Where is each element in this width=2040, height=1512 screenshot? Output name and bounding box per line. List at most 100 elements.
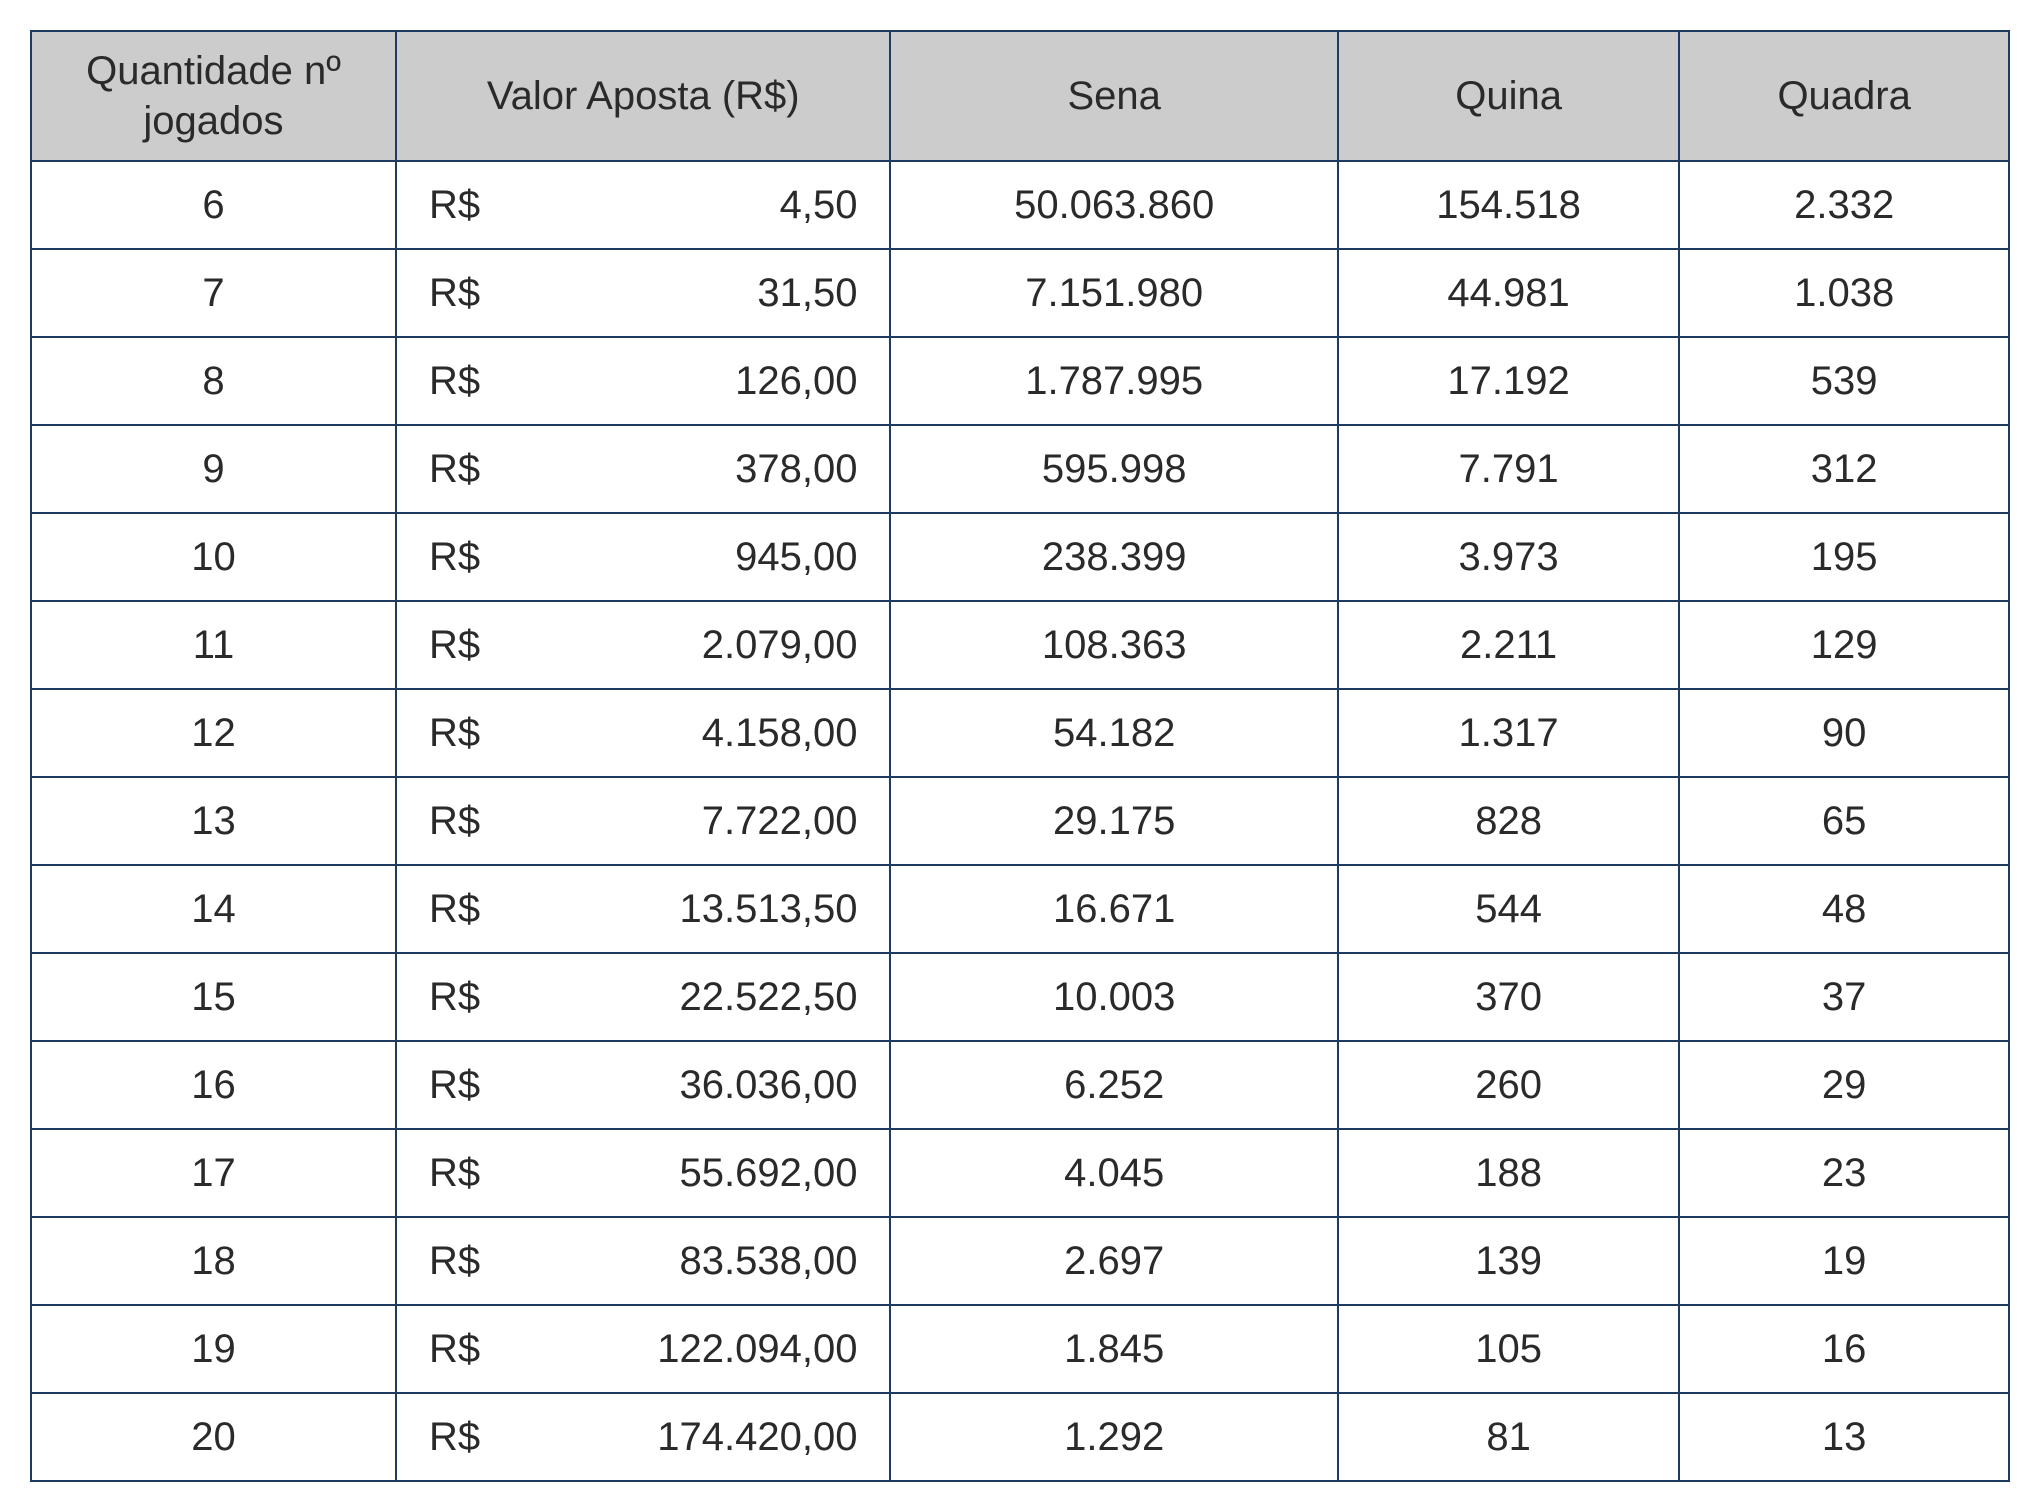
currency-prefix: R$ (429, 711, 480, 756)
currency-prefix: R$ (429, 623, 480, 668)
cell-quina: 44.981 (1338, 249, 1679, 337)
cell-quantidade: 9 (31, 425, 396, 513)
cell-valor: R$ 945,00 (396, 513, 891, 601)
currency-prefix: R$ (429, 271, 480, 316)
table-row: 12R$4.158,0054.1821.31790 (31, 689, 2009, 777)
table-row: 13R$7.722,0029.17582865 (31, 777, 2009, 865)
cell-quina: 828 (1338, 777, 1679, 865)
cell-sena: 4.045 (890, 1129, 1337, 1217)
cell-quantidade: 17 (31, 1129, 396, 1217)
cell-quadra: 48 (1679, 865, 2009, 953)
col-header-valor: Valor Aposta (R$) (396, 31, 891, 161)
cell-quantidade: 18 (31, 1217, 396, 1305)
col-header-quina: Quina (1338, 31, 1679, 161)
cell-valor: R$ 31,50 (396, 249, 891, 337)
currency-prefix: R$ (429, 359, 480, 404)
col-header-label: Quadra (1777, 74, 1910, 118)
cell-quina: 2.211 (1338, 601, 1679, 689)
cell-valor: R$13.513,50 (396, 865, 891, 953)
table-header: Quantidade nº jogados Valor Aposta (R$) … (31, 31, 2009, 161)
table-row: 15R$22.522,5010.00337037 (31, 953, 2009, 1041)
cell-quadra: 539 (1679, 337, 2009, 425)
col-header-label: Valor Aposta (R$) (487, 74, 800, 118)
table-row: 18R$83.538,002.69713919 (31, 1217, 2009, 1305)
currency-amount: 174.420,00 (657, 1415, 857, 1460)
cell-quantidade: 14 (31, 865, 396, 953)
cell-valor: R$ 4,50 (396, 161, 891, 249)
currency-prefix: R$ (429, 535, 480, 580)
currency-prefix: R$ (429, 1063, 480, 1108)
cell-quantidade: 16 (31, 1041, 396, 1129)
cell-quantidade: 11 (31, 601, 396, 689)
cell-sena: 50.063.860 (890, 161, 1337, 249)
cell-quantidade: 6 (31, 161, 396, 249)
col-header-quadra: Quadra (1679, 31, 2009, 161)
table-row: 9 R$ 378,00 595.9987.791312 (31, 425, 2009, 513)
currency-amount: 122.094,00 (657, 1327, 857, 1372)
cell-sena: 7.151.980 (890, 249, 1337, 337)
cell-quina: 188 (1338, 1129, 1679, 1217)
cell-quina: 139 (1338, 1217, 1679, 1305)
table-row: 20R$174.420,001.2928113 (31, 1393, 2009, 1481)
table-row: 10R$945,00238.3993.973195 (31, 513, 2009, 601)
currency-amount: 31,50 (757, 271, 857, 316)
cell-quantidade: 12 (31, 689, 396, 777)
table-row: 17R$55.692,004.04518823 (31, 1129, 2009, 1217)
cell-sena: 1.845 (890, 1305, 1337, 1393)
cell-sena: 6.252 (890, 1041, 1337, 1129)
currency-prefix: R$ (429, 975, 480, 1020)
cell-quadra: 195 (1679, 513, 2009, 601)
currency-prefix: R$ (429, 887, 480, 932)
cell-quina: 105 (1338, 1305, 1679, 1393)
cell-quina: 7.791 (1338, 425, 1679, 513)
cell-quadra: 29 (1679, 1041, 2009, 1129)
currency-prefix: R$ (429, 799, 480, 844)
cell-quadra: 312 (1679, 425, 2009, 513)
cell-quantidade: 13 (31, 777, 396, 865)
table-row: 6R$4,5050.063.860154.5182.332 (31, 161, 2009, 249)
currency-amount: 36.036,00 (680, 1063, 858, 1108)
currency-prefix: R$ (429, 1415, 480, 1460)
currency-amount: 945,00 (735, 535, 857, 580)
cell-quadra: 90 (1679, 689, 2009, 777)
cell-quina: 3.973 (1338, 513, 1679, 601)
cell-quadra: 19 (1679, 1217, 2009, 1305)
currency-prefix: R$ (429, 1151, 480, 1196)
cell-quina: 154.518 (1338, 161, 1679, 249)
cell-valor: R$ 55.692,00 (396, 1129, 891, 1217)
cell-quadra: 65 (1679, 777, 2009, 865)
cell-valor: R$ 126,00 (396, 337, 891, 425)
table-row: 14R$13.513,5016.67154448 (31, 865, 2009, 953)
cell-quantidade: 8 (31, 337, 396, 425)
cell-sena: 2.697 (890, 1217, 1337, 1305)
currency-amount: 22.522,50 (680, 975, 858, 1020)
cell-quina: 1.317 (1338, 689, 1679, 777)
cell-valor: R$ 174.420,00 (396, 1393, 891, 1481)
cell-quina: 544 (1338, 865, 1679, 953)
currency-amount: 83.538,00 (680, 1239, 858, 1284)
cell-quantidade: 15 (31, 953, 396, 1041)
currency-amount: 126,00 (735, 359, 857, 404)
table-row: 16 R$ 36.036,00 6.25226029 (31, 1041, 2009, 1129)
cell-valor: R$ 36.036,00 (396, 1041, 891, 1129)
cell-quina: 260 (1338, 1041, 1679, 1129)
currency-prefix: R$ (429, 183, 480, 228)
cell-quadra: 1.038 (1679, 249, 2009, 337)
cell-valor: R$ 378,00 (396, 425, 891, 513)
currency-amount: 378,00 (735, 447, 857, 492)
col-header-quantidade: Quantidade nº jogados (31, 31, 396, 161)
currency-amount: 4,50 (780, 183, 858, 228)
cell-sena: 1.292 (890, 1393, 1337, 1481)
currency-amount: 55.692,00 (680, 1151, 858, 1196)
cell-valor: R$ 22.522,50 (396, 953, 891, 1041)
cell-sena: 595.998 (890, 425, 1337, 513)
cell-sena: 238.399 (890, 513, 1337, 601)
bet-table: Quantidade nº jogados Valor Aposta (R$) … (30, 30, 2010, 1482)
col-header-sena: Sena (890, 31, 1337, 161)
cell-sena: 16.671 (890, 865, 1337, 953)
currency-prefix: R$ (429, 447, 480, 492)
cell-sena: 10.003 (890, 953, 1337, 1041)
cell-quina: 81 (1338, 1393, 1679, 1481)
table-row: 19R$122.094,001.84510516 (31, 1305, 2009, 1393)
cell-quadra: 16 (1679, 1305, 2009, 1393)
